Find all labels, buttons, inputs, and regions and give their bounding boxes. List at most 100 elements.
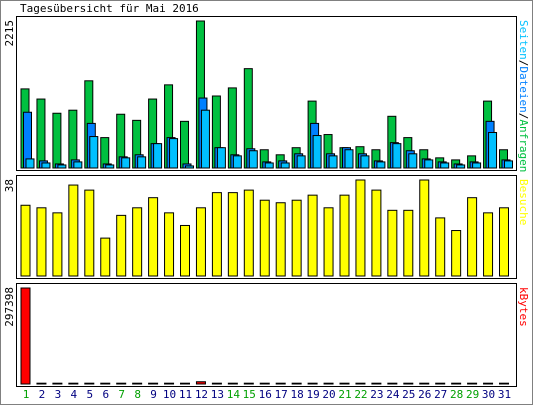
bar	[296, 155, 306, 169]
bar	[100, 382, 111, 385]
bar	[403, 209, 414, 277]
bar	[243, 382, 254, 385]
bar	[105, 164, 115, 169]
bar	[419, 382, 430, 385]
bar	[84, 382, 95, 385]
bar	[36, 98, 46, 169]
bar	[339, 382, 350, 385]
bar	[291, 199, 302, 277]
chart-title: Tagesübersicht für Mai 2016	[20, 2, 199, 15]
x-tick-label: 10	[163, 388, 176, 401]
x-tick-label: 6	[102, 388, 109, 401]
bar	[344, 149, 354, 169]
x-tick-label: 19	[306, 388, 319, 401]
bar	[100, 237, 111, 277]
legend-entry: Dateien	[517, 66, 530, 112]
bar	[216, 147, 226, 169]
bar	[89, 136, 99, 169]
bar	[52, 112, 62, 169]
x-tick-label: 12	[195, 388, 208, 401]
bar	[424, 159, 434, 169]
y-tick-label: 38	[3, 179, 16, 192]
bar	[392, 143, 402, 169]
x-tick-label: 16	[259, 388, 272, 401]
bar	[499, 382, 509, 385]
bar	[355, 179, 366, 277]
bar	[259, 199, 270, 277]
bar	[116, 382, 127, 385]
legend-separator: /	[517, 60, 530, 67]
bar	[180, 120, 189, 169]
x-tick-label: 23	[370, 388, 383, 401]
bar	[323, 382, 334, 385]
legend-entry: Seiten	[517, 20, 530, 60]
bar	[41, 162, 51, 169]
bar	[185, 165, 194, 169]
bar	[323, 207, 334, 277]
bar	[280, 162, 290, 169]
bar	[440, 162, 450, 169]
bar	[371, 189, 382, 277]
bar	[73, 161, 83, 169]
bar	[419, 179, 430, 277]
bar	[36, 382, 47, 385]
bar	[211, 382, 222, 385]
bar	[360, 155, 370, 169]
x-tick-label: 4	[71, 388, 78, 401]
x-tick-label: 11	[179, 388, 192, 401]
y-tick-label: 297398	[3, 287, 16, 327]
bar	[57, 164, 67, 169]
x-tick-label: 15	[243, 388, 256, 401]
legend-separator: /	[517, 113, 530, 120]
bar	[84, 189, 95, 277]
x-tick-label: 27	[434, 388, 447, 401]
bar	[467, 197, 478, 277]
x-tick-label: 31	[498, 388, 511, 401]
bar	[504, 160, 513, 169]
x-tick-label: 24	[386, 388, 400, 401]
bar	[169, 138, 179, 169]
x-tick-label: 28	[450, 388, 463, 401]
x-tick-label: 21	[338, 388, 351, 401]
bar	[68, 109, 78, 169]
bar	[339, 194, 350, 277]
legend: Seiten/Dateien/Anfragen	[517, 20, 530, 172]
bar	[116, 214, 127, 277]
legend: kBytes	[517, 287, 530, 327]
x-tick-label: 5	[86, 388, 93, 401]
legend-entry: kBytes	[517, 287, 530, 327]
bar	[100, 137, 110, 169]
bar	[148, 382, 159, 385]
x-tick-label: 17	[275, 388, 288, 401]
bar	[307, 194, 318, 277]
bar	[164, 212, 175, 277]
bar	[52, 212, 63, 277]
bar	[132, 382, 143, 385]
bar	[68, 382, 79, 385]
bar	[355, 382, 366, 385]
bar	[451, 382, 462, 385]
bar	[20, 287, 31, 385]
x-tick-label: 2	[39, 388, 46, 401]
bar	[376, 161, 386, 169]
x-tick-label: 1	[23, 388, 30, 401]
bar	[483, 212, 494, 277]
y-tick-label: 2215	[3, 20, 16, 47]
legend-entry: Anfragen	[517, 119, 530, 172]
bar	[121, 157, 131, 169]
panel	[16, 16, 517, 171]
bar	[132, 207, 143, 277]
bar	[408, 153, 418, 169]
bar	[211, 192, 222, 277]
bar	[483, 382, 494, 385]
bar	[291, 382, 302, 385]
x-tick-label: 18	[291, 388, 304, 401]
bar	[472, 162, 482, 169]
bar	[312, 135, 322, 169]
bar	[499, 207, 509, 277]
bar	[137, 156, 147, 169]
bar	[195, 207, 206, 277]
x-tick-label: 7	[118, 388, 125, 401]
bar	[467, 382, 478, 385]
